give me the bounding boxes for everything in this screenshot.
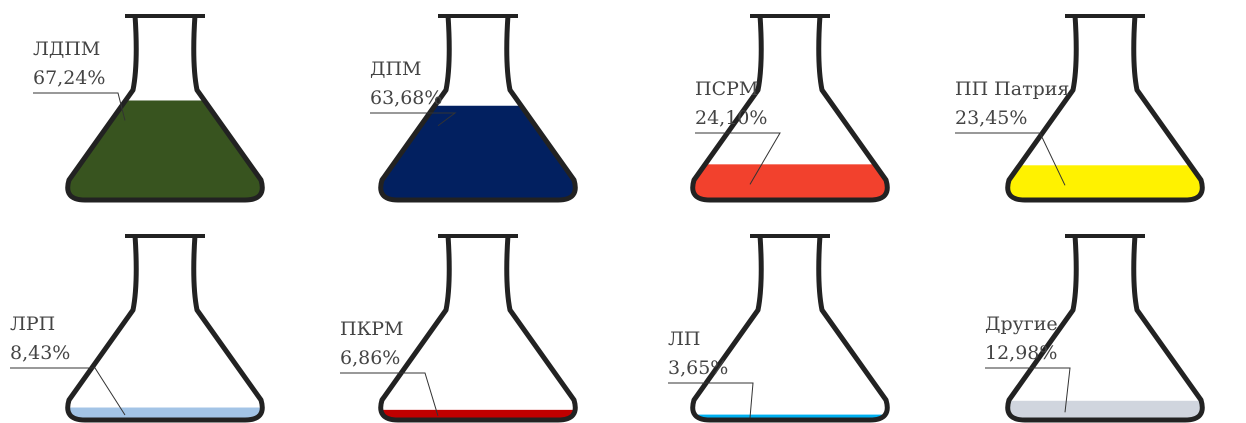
liquid: [380, 105, 576, 200]
leader-line: [33, 92, 126, 121]
value-label: 23,45%: [955, 107, 1027, 129]
flask-group: [690, 14, 890, 203]
liquid: [380, 409, 576, 420]
flask-group: [378, 234, 578, 423]
category-label: ЛП: [668, 328, 700, 350]
flask-group: [65, 234, 265, 423]
liquid: [1007, 400, 1203, 420]
leader-line: [370, 112, 457, 127]
value-label: 24,10%: [695, 107, 767, 129]
category-label: ЛРП: [10, 313, 55, 335]
flask-outline: [65, 234, 265, 423]
flask-group: [690, 234, 890, 423]
flask-outline: [690, 234, 890, 423]
category-label: ПП Патрия: [955, 78, 1069, 100]
value-label: 6,86%: [340, 347, 400, 369]
flask-outline: [1005, 234, 1205, 423]
flask-group: [1005, 14, 1205, 203]
flask-outline: [65, 14, 265, 203]
leader-line: [10, 367, 126, 416]
leader-line: [340, 372, 439, 417]
category-label: ПКРМ: [340, 318, 404, 340]
value-label: 63,68%: [370, 87, 442, 109]
leader-line: [695, 132, 781, 185]
value-label: 67,24%: [33, 67, 105, 89]
liquid: [67, 100, 263, 200]
flask-group: [1005, 234, 1205, 423]
leader-line: [955, 132, 1066, 186]
liquid: [692, 164, 888, 200]
category-label: Другие: [985, 313, 1058, 335]
leader-line: [985, 367, 1071, 413]
flask-outline: [378, 14, 578, 203]
liquid: [692, 414, 888, 420]
flask-outline: [1005, 14, 1205, 203]
category-label: ДПМ: [370, 58, 421, 80]
value-label: 8,43%: [10, 342, 70, 364]
value-label: 3,65%: [668, 357, 728, 379]
category-label: ПСРМ: [695, 78, 758, 100]
liquid: [1007, 165, 1203, 200]
leader-line: [668, 382, 754, 418]
flask-outline: [378, 234, 578, 423]
flask-outline: [690, 14, 890, 203]
liquid: [67, 407, 263, 420]
category-label: ЛДПМ: [33, 38, 100, 60]
value-label: 12,98%: [985, 342, 1057, 364]
